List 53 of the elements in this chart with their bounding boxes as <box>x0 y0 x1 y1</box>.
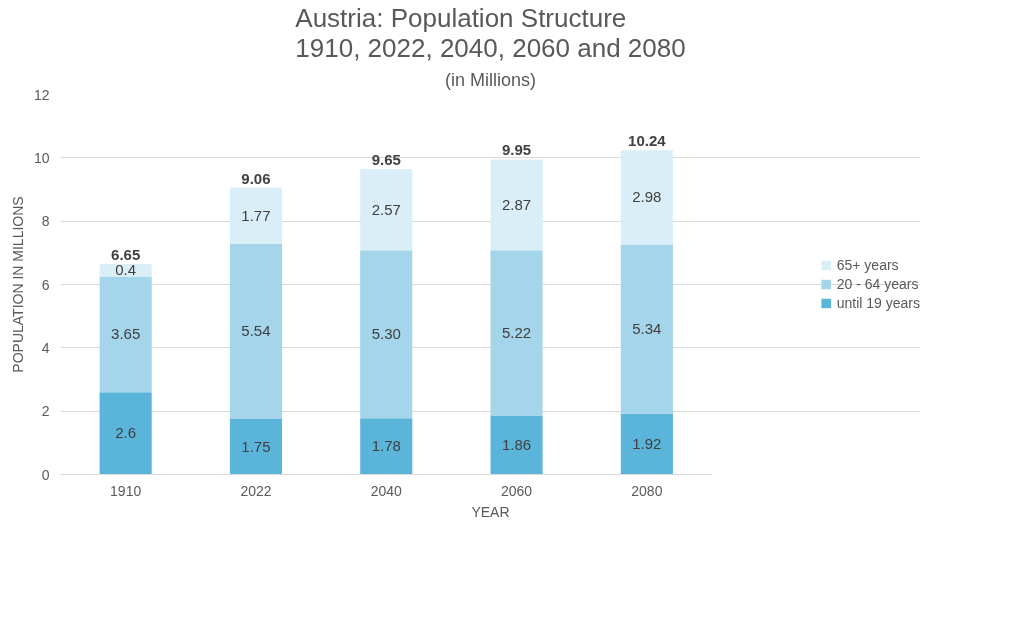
y-tick-label: 2 <box>41 403 50 420</box>
chart-title: Austria: Population Structure 1910, 2022, 2040, 2060 and 2080 <box>295 2 686 63</box>
data-label: 5.22 <box>501 323 532 341</box>
total-label: 9.06 <box>241 169 271 187</box>
bar <box>490 415 543 475</box>
data-label: 1.77 <box>241 206 271 224</box>
data-label: 1.92 <box>632 435 662 453</box>
x-tick-label: 2022 <box>240 482 272 499</box>
bar <box>620 150 673 245</box>
data-label: 0.4 <box>115 261 137 279</box>
bar <box>360 250 413 419</box>
y-tick-label: 10 <box>33 149 50 166</box>
y-tick-label: 0 <box>41 466 50 483</box>
legend-label: 20 - 64 years <box>836 276 919 292</box>
data-label: 5.54 <box>241 322 271 340</box>
data-label: 1.78 <box>371 437 401 455</box>
chart-subtitle: (in Millions) <box>444 69 537 90</box>
bar <box>99 392 152 475</box>
x-tick-label: 2080 <box>631 482 663 499</box>
data-label: 2.98 <box>632 188 662 206</box>
data-label: 3.65 <box>111 325 141 343</box>
data-label: 2.87 <box>501 195 532 213</box>
legend-label: 65+ years <box>836 257 899 273</box>
total-label: 9.65 <box>371 150 401 168</box>
bar <box>490 250 543 416</box>
y-axis-title: POPULATION IN MILLIONS <box>9 196 26 373</box>
y-tick-label: 4 <box>41 339 50 356</box>
bar <box>620 413 673 475</box>
bar <box>490 159 543 251</box>
y-tick-label: 6 <box>41 276 50 293</box>
legend-label: until 19 years <box>836 295 920 311</box>
data-label: 2.6 <box>115 424 137 442</box>
total-label: 10.24 <box>628 132 667 150</box>
data-label: 5.30 <box>371 325 401 343</box>
data-label: 2.57 <box>371 200 401 218</box>
bar <box>360 418 413 475</box>
total-label: 6.65 <box>111 245 141 263</box>
x-tick-label: 2060 <box>500 482 533 499</box>
bar <box>229 419 283 475</box>
data-label: 1.75 <box>241 437 271 455</box>
x-axis-title: YEAR <box>471 503 510 520</box>
bar <box>360 168 413 251</box>
bar <box>229 243 283 420</box>
x-tick-label: 1910 <box>110 482 142 499</box>
y-tick-label: 12 <box>33 86 50 103</box>
data-label: 1.86 <box>501 436 532 454</box>
bar <box>229 187 283 244</box>
data-label: 5.34 <box>632 320 662 338</box>
x-tick-label: 2040 <box>370 482 403 499</box>
total-label: 9.95 <box>501 141 532 159</box>
y-tick-label: 8 <box>41 213 50 230</box>
bar <box>99 276 152 393</box>
bar <box>620 244 673 414</box>
